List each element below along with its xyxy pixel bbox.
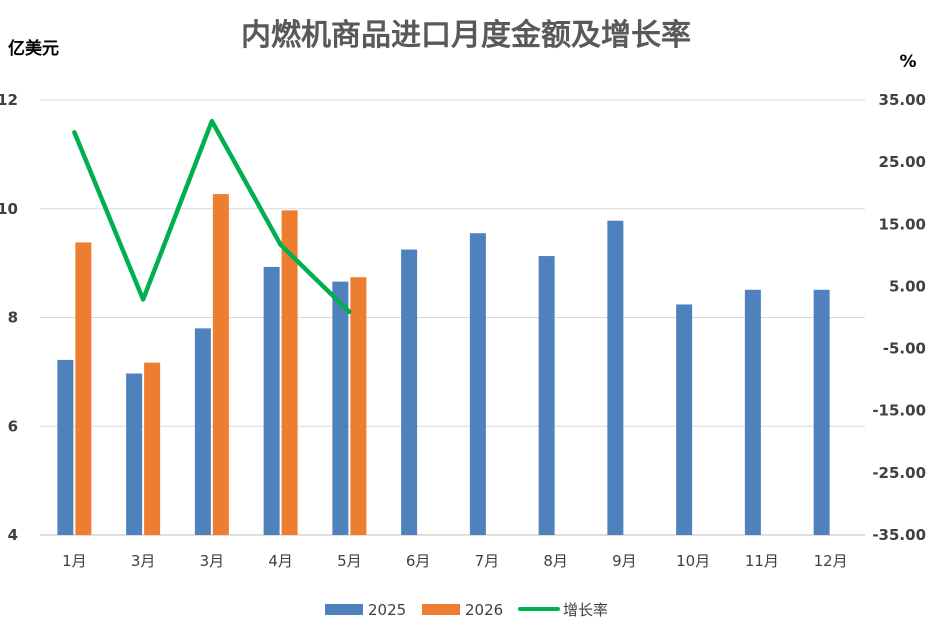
y2-tick-label: 15.00: [879, 215, 926, 233]
x-tick-label: 6月: [406, 552, 431, 570]
y2-tick-label: -15.00: [872, 402, 926, 420]
bar-2025: [401, 249, 418, 535]
bar-2026: [350, 277, 367, 535]
legend-label-growth: 增长率: [563, 601, 608, 619]
bar-2025: [744, 289, 761, 535]
y-tick-label: 8: [8, 309, 18, 327]
y-tick-label: 6: [8, 417, 18, 435]
chart-title: 内燃机商品进口月度金额及增长率: [241, 18, 691, 53]
bar-2025: [607, 220, 624, 535]
x-tick-label: 9月: [612, 552, 637, 570]
y2-tick-label: 5.00: [889, 277, 926, 295]
x-tick-label: 8月: [543, 552, 568, 570]
bar-2026: [212, 194, 229, 535]
bar-2026: [144, 362, 161, 535]
bar-2025: [126, 373, 143, 535]
y2-tick-label: 35.00: [879, 91, 926, 109]
y-axis-ticks: 4 6 8 10 12: [0, 91, 18, 544]
y-tick-label: 12: [0, 91, 18, 109]
bar-2025: [469, 233, 486, 535]
bar-2025: [263, 266, 280, 535]
bar-2025: [194, 328, 211, 535]
bars: [57, 194, 830, 535]
x-axis-ticks: 1月 3月 3月 4月 5月 6月 7月 8月 9月 10月 11月 12月: [62, 552, 848, 570]
x-tick-label: 3月: [131, 552, 156, 570]
growth-rate-line: [72, 118, 352, 315]
bar-2025: [813, 289, 830, 535]
bar-2025: [332, 281, 349, 535]
y-tick-label: 4: [8, 526, 18, 544]
x-tick-label: 11月: [745, 552, 779, 570]
y-axis-unit-label: 亿美元: [8, 38, 59, 59]
bar-2026: [281, 210, 298, 535]
bar-2025: [57, 359, 74, 535]
legend-label-2026: 2026: [465, 601, 503, 619]
legend: 2025 2026 增长率: [325, 601, 608, 619]
y2-tick-label: -35.00: [872, 526, 926, 544]
bar-2025: [676, 304, 693, 535]
x-tick-label: 5月: [337, 552, 362, 570]
x-tick-label: 12月: [814, 552, 848, 570]
x-tick-label: 3月: [200, 552, 225, 570]
x-tick-label: 4月: [268, 552, 293, 570]
bar-2026: [75, 242, 92, 535]
y2-axis-ticks: -35.00 -25.00 -15.00 -5.00 5.00 15.00 25.00 35.…: [872, 91, 926, 544]
y2-tick-label: -25.00: [872, 464, 926, 482]
y-tick-label: 10: [0, 200, 18, 218]
x-tick-label: 10月: [676, 552, 710, 570]
bar-2025: [538, 256, 555, 535]
growth-line: [72, 118, 352, 315]
legend-swatch-2025: [325, 604, 363, 615]
y2-axis-unit-label: %: [899, 52, 916, 72]
gridlines: [40, 99, 865, 536]
legend-swatch-2026: [422, 604, 460, 615]
y2-tick-label: -5.00: [883, 340, 926, 358]
y2-tick-label: 25.00: [879, 153, 926, 171]
x-tick-label: 1月: [62, 552, 87, 570]
x-tick-label: 7月: [475, 552, 500, 570]
legend-label-2025: 2025: [368, 601, 406, 619]
